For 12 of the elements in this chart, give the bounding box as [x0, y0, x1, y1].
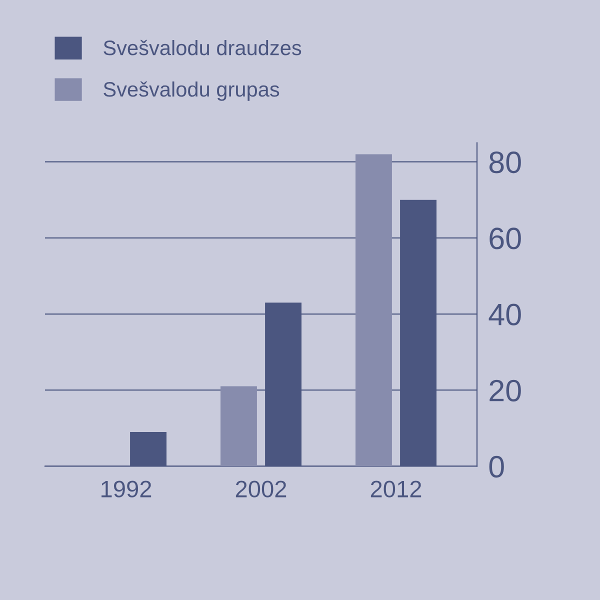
- y-tick-label: 20: [490, 380, 521, 402]
- x-tick-label: 2002: [236, 480, 286, 498]
- legend-label: Svešvalodu grupas: [104, 81, 280, 101]
- x-tick-label: 1992: [102, 480, 152, 498]
- y-tick-label: 80: [489, 152, 521, 174]
- y-tick-label: 60: [490, 228, 521, 250]
- bar: [220, 386, 257, 466]
- bar: [356, 154, 392, 466]
- x-tick-label: 2012: [370, 480, 422, 498]
- y-tick-label: 40: [488, 304, 521, 326]
- legend-label: Svešvalodu draudzes: [104, 40, 302, 56]
- y-tick-label: 0: [489, 456, 504, 478]
